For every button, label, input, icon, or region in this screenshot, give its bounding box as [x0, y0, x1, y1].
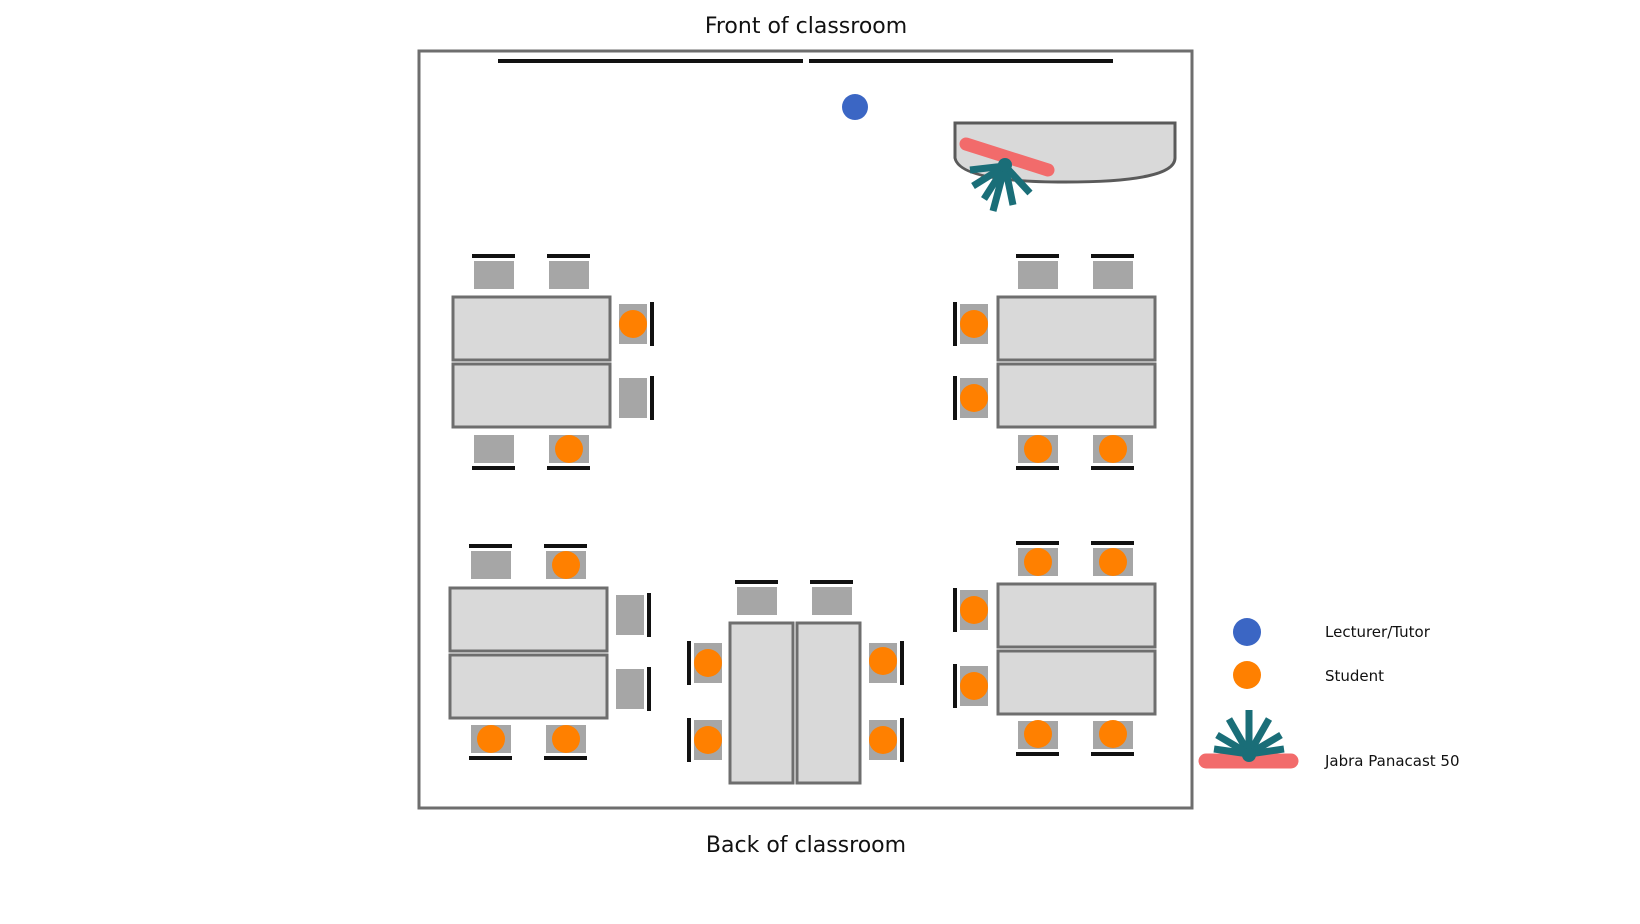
- chair: [812, 587, 852, 615]
- chair: [474, 435, 514, 463]
- legend: Lecturer/Tutor Student Jabra Panacast 50: [1198, 618, 1460, 770]
- table: [448, 586, 609, 653]
- table-group-top-right: [953, 254, 1157, 470]
- student-marker: [1024, 548, 1052, 576]
- table: [728, 621, 795, 785]
- chair: [616, 595, 644, 635]
- chair: [619, 378, 647, 418]
- student-marker: [552, 551, 580, 579]
- chair: [549, 261, 589, 289]
- student-marker: [869, 647, 897, 675]
- student-marker: [960, 672, 988, 700]
- chair: [616, 669, 644, 709]
- table: [451, 362, 612, 429]
- student-marker: [960, 596, 988, 624]
- student-marker: [869, 726, 897, 754]
- back-label: Back of classroom: [706, 833, 906, 858]
- legend-camera-icon: [1198, 710, 1299, 769]
- student-marker: [619, 310, 647, 338]
- chair: [1018, 261, 1058, 289]
- legend-student-icon: [1233, 661, 1261, 689]
- chair: [474, 261, 514, 289]
- table-group-bottom-right: [953, 541, 1157, 756]
- table-group-top-left: [451, 254, 654, 470]
- student-marker: [555, 435, 583, 463]
- student-marker: [1099, 548, 1127, 576]
- student-marker: [1099, 720, 1127, 748]
- legend-lecturer-icon: [1233, 618, 1261, 646]
- student-marker: [1099, 435, 1127, 463]
- lecturer-marker: [842, 94, 868, 120]
- table: [996, 649, 1157, 716]
- student-marker: [960, 310, 988, 338]
- table: [448, 653, 609, 720]
- student-marker: [694, 726, 722, 754]
- student-marker: [960, 384, 988, 412]
- student-marker: [552, 725, 580, 753]
- table: [795, 621, 862, 785]
- student-marker: [1024, 720, 1052, 748]
- student-marker: [1024, 435, 1052, 463]
- table: [451, 295, 612, 362]
- legend-label-lecturer: Lecturer/Tutor: [1325, 623, 1431, 641]
- table: [996, 582, 1157, 649]
- table-group-bottom-center: [687, 580, 904, 785]
- table: [996, 295, 1157, 362]
- student-marker: [477, 725, 505, 753]
- table: [996, 362, 1157, 429]
- table-group-bottom-left: [448, 544, 651, 760]
- camera-icon: [959, 137, 1055, 212]
- chair: [737, 587, 777, 615]
- chair: [1093, 261, 1133, 289]
- front-label: Front of classroom: [705, 14, 907, 39]
- chair: [471, 551, 511, 579]
- legend-label-student: Student: [1325, 667, 1384, 685]
- legend-label-camera: Jabra Panacast 50: [1324, 752, 1460, 770]
- student-marker: [694, 649, 722, 677]
